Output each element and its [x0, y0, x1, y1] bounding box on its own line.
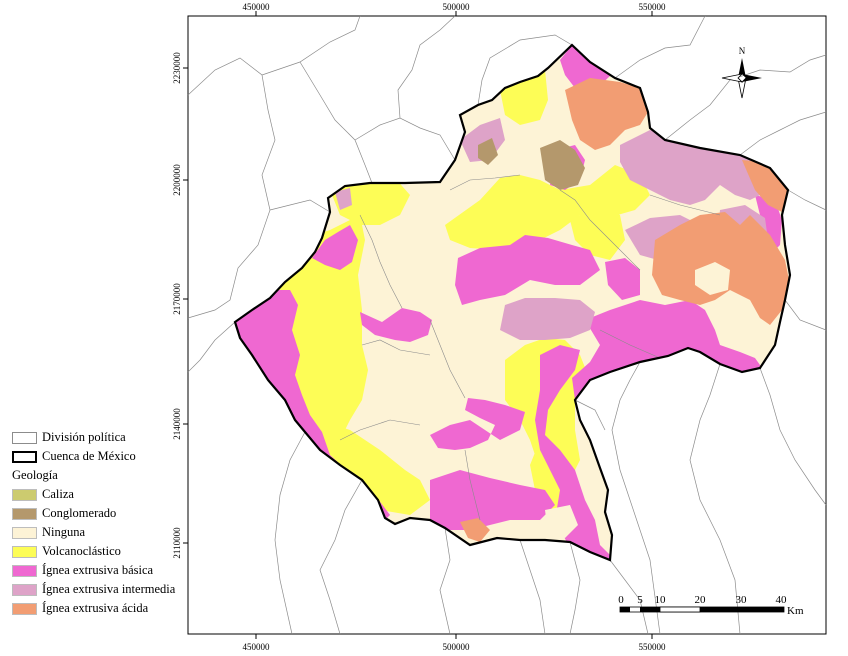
geology-intermedia-east	[620, 130, 775, 205]
geology-volcanoclastico-center-north	[445, 165, 650, 250]
north-arrow-icon: N	[721, 46, 762, 99]
geology-legend-list: Caliza Conglomerado Ninguna Volcanoclástico…	[12, 485, 212, 618]
geology-volcanoclastico-center	[570, 205, 625, 260]
geology-acida-far-east-north	[742, 160, 788, 212]
geology-basica-south-band	[430, 470, 555, 530]
legend-swatch	[12, 526, 37, 539]
legend-label: Ígnea extrusiva ácida	[42, 601, 149, 615]
legend-label: Cuenca de México	[42, 449, 136, 463]
scale-bar: 0 5 10 20 30 40 Km	[618, 594, 804, 617]
legend-swatch-cuenca	[12, 450, 37, 463]
scale-label-40: 40	[776, 594, 788, 606]
x-tick-bottom-1: 500000	[443, 642, 471, 652]
geology-conglomerado-north	[540, 140, 585, 190]
legend-swatch	[12, 507, 37, 520]
y-tick-3: 2140000	[172, 408, 182, 440]
geology-basica-center	[455, 235, 600, 305]
y-tick-0: 2230000	[172, 52, 182, 84]
scale-label-10: 10	[655, 594, 667, 606]
scale-unit: Km	[787, 605, 804, 617]
geology-acida-northeast	[565, 78, 648, 150]
legend-swatch	[12, 488, 37, 501]
legend-item-geology: Ígnea extrusiva intermedia	[12, 580, 212, 599]
legend-label: División política	[42, 430, 126, 444]
legend-label: Ígnea extrusiva básica	[42, 563, 154, 577]
x-tick-bottom-0: 450000	[243, 642, 271, 652]
legend-item-division-politica: División política	[12, 428, 212, 447]
geology-volcanoclastico-north	[500, 70, 548, 125]
geology-ninguna-east-patch	[695, 262, 730, 295]
geology-volcanoclastico-sw	[320, 420, 430, 515]
legend-item-geology: Conglomerado	[12, 504, 212, 523]
legend-item-cuenca: Cuenca de México	[12, 447, 212, 466]
legend-item-geology: Ninguna	[12, 523, 212, 542]
y-tick-4: 2110000	[172, 527, 182, 559]
legend-swatch	[12, 564, 37, 577]
geology-basica-east-small	[605, 258, 640, 300]
geology-basica-west-center	[360, 308, 432, 342]
geology-basica-east	[572, 300, 765, 400]
legend-label: Volcanoclástico	[42, 544, 121, 558]
north-label: N	[739, 46, 746, 56]
legend-label: Conglomerado	[42, 506, 117, 520]
geology-basica-west	[235, 290, 390, 525]
x-tick-bottom-2: 550000	[639, 642, 667, 652]
geology-intermedia-center	[500, 298, 595, 340]
axis-ticks	[183, 11, 653, 639]
x-tick-top-2: 550000	[639, 2, 667, 12]
political-division-lines	[187, 15, 827, 635]
legend-item-geology: Ígnea extrusiva básica	[12, 561, 212, 580]
legend-label: Ígnea extrusiva intermedia	[42, 582, 176, 596]
legend: División política Cuenca de México Geolo…	[12, 428, 212, 618]
legend-heading: Geología	[12, 468, 58, 482]
geology-intermedia-nw	[335, 188, 352, 210]
geology-conglomerado-small	[478, 138, 498, 165]
x-tick-top-1: 500000	[443, 2, 471, 12]
legend-swatch-division	[12, 431, 37, 444]
legend-label: Ninguna	[42, 525, 86, 539]
x-tick-top-0: 450000	[243, 2, 271, 12]
geology-basica-south	[535, 345, 615, 560]
y-tick-1: 2200000	[172, 164, 182, 196]
scale-label-0: 0	[618, 594, 624, 606]
legend-item-geology: Ígnea extrusiva ácida	[12, 599, 212, 618]
geology-basica-northwest	[312, 225, 358, 270]
geology-ninguna-southeast-patch	[545, 505, 578, 538]
legend-swatch	[12, 545, 37, 558]
scale-label-5: 5	[637, 594, 643, 606]
legend-swatch	[12, 602, 37, 615]
y-tick-2: 2170000	[172, 283, 182, 315]
internal-division-lines	[339, 174, 721, 521]
basin-outline	[233, 43, 792, 562]
geology-acida-south	[460, 518, 490, 542]
scale-label-20: 20	[695, 594, 707, 606]
legend-swatch	[12, 583, 37, 596]
legend-item-geology: Volcanoclástico	[12, 542, 212, 561]
geology-basica-south-center	[430, 398, 525, 450]
geology-basica-north	[560, 45, 610, 90]
legend-label: Caliza	[42, 487, 74, 501]
legend-item-geology: Caliza	[12, 485, 212, 504]
scale-label-30: 30	[736, 594, 748, 606]
